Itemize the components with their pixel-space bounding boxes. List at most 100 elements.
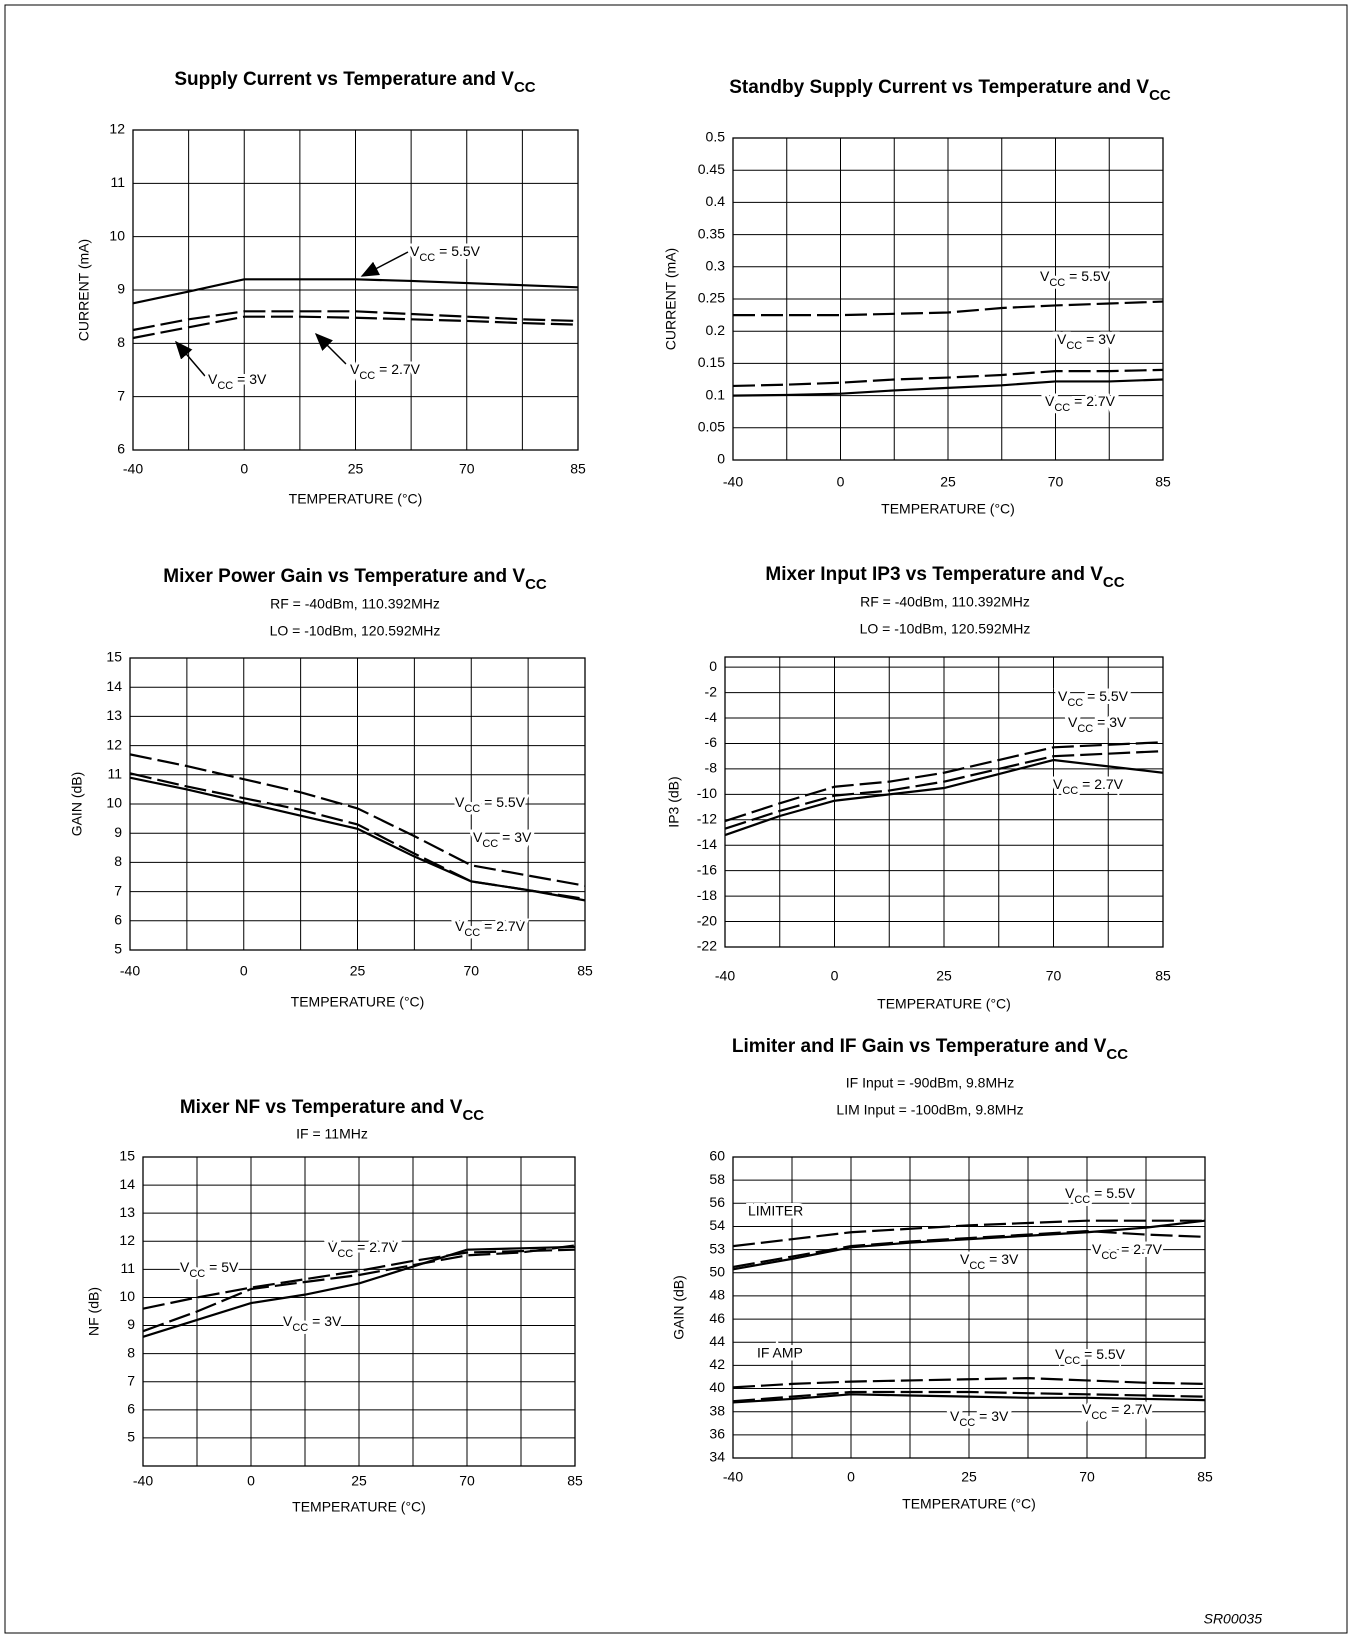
series-label: VCC = 3V bbox=[473, 829, 532, 850]
x-axis-label: TEMPERATURE (°C) bbox=[881, 501, 1015, 517]
y-tick-label: 0.45 bbox=[698, 161, 725, 177]
x-tick-label: 70 bbox=[1048, 474, 1064, 490]
y-tick-label: 11 bbox=[107, 766, 122, 782]
series-line bbox=[142, 1245, 576, 1338]
y-tick-label: -4 bbox=[705, 709, 718, 725]
chart-subtitle: LIM Input = -100dBm, 9.8MHz bbox=[836, 1102, 1023, 1118]
y-tick-label: 42 bbox=[709, 1356, 725, 1372]
y-tick-label: 14 bbox=[119, 1176, 135, 1192]
y-tick-label: 7 bbox=[114, 882, 122, 898]
x-tick-label: -40 bbox=[723, 474, 743, 490]
y-tick-label: -20 bbox=[697, 912, 717, 928]
series-line bbox=[724, 750, 1164, 830]
y-tick-label: 12 bbox=[119, 1232, 135, 1248]
series-label: VCC = 2.7V bbox=[350, 361, 421, 382]
y-tick-label: -18 bbox=[697, 887, 717, 903]
series-label: VCC = 2.7V bbox=[455, 918, 526, 939]
y-axis-label: CURRENT (mA) bbox=[76, 239, 92, 341]
x-tick-label: 85 bbox=[570, 461, 586, 477]
series-label: VCC = 5.5V bbox=[1058, 688, 1129, 709]
y-tick-label: 12 bbox=[106, 736, 122, 752]
series-label: VCC = 3V bbox=[283, 1313, 342, 1334]
y-tick-label: 10 bbox=[109, 227, 125, 243]
y-tick-label: 8 bbox=[127, 1344, 135, 1360]
annotation: LIMITER bbox=[748, 1203, 803, 1219]
y-tick-label: 0.25 bbox=[698, 290, 725, 306]
chart-subtitle: IF = 11MHz bbox=[296, 1126, 368, 1142]
series-line bbox=[732, 1219, 1206, 1271]
x-tick-label: 0 bbox=[847, 1469, 855, 1485]
series-line bbox=[132, 278, 579, 305]
series-line bbox=[129, 776, 586, 902]
chart-title: Limiter and IF Gain vs Temperature and V… bbox=[732, 1036, 1128, 1063]
y-tick-label: 36 bbox=[709, 1426, 725, 1442]
y-tick-label: 7 bbox=[117, 387, 125, 403]
y-tick-label: 0.2 bbox=[706, 322, 726, 338]
x-tick-label: 0 bbox=[247, 1473, 255, 1489]
series-label: VCC = 3V bbox=[1068, 714, 1127, 735]
series-label: VCC = 2.7V bbox=[1053, 776, 1124, 797]
y-tick-label: -2 bbox=[705, 683, 718, 699]
y-tick-label: 0.5 bbox=[706, 129, 726, 145]
y-tick-label: 15 bbox=[119, 1148, 135, 1164]
x-axis-label: TEMPERATURE (°C) bbox=[291, 994, 425, 1010]
y-tick-label: 50 bbox=[709, 1263, 725, 1279]
y-tick-label: 54 bbox=[709, 1217, 725, 1233]
y-tick-label: 6 bbox=[127, 1401, 135, 1417]
y-axis-label: GAIN (dB) bbox=[671, 1275, 687, 1340]
y-tick-label: 9 bbox=[117, 281, 125, 297]
y-tick-label: -22 bbox=[697, 938, 717, 954]
y-tick-label: -14 bbox=[697, 836, 717, 852]
y-axis-label: GAIN (dB) bbox=[69, 772, 85, 837]
y-tick-label: 13 bbox=[106, 707, 122, 723]
y-tick-label: 14 bbox=[106, 678, 122, 694]
x-tick-label: 25 bbox=[348, 461, 364, 477]
y-tick-label: 15 bbox=[106, 649, 122, 665]
series-label: VCC = 5.5V bbox=[455, 794, 526, 815]
y-axis-label: CURRENT (mA) bbox=[663, 248, 679, 350]
y-tick-label: 60 bbox=[709, 1148, 725, 1164]
x-tick-label: 0 bbox=[831, 968, 839, 984]
series-line bbox=[732, 1390, 1206, 1403]
y-tick-label: -8 bbox=[705, 760, 718, 776]
x-tick-label: -40 bbox=[723, 1469, 743, 1485]
x-axis-label: TEMPERATURE (°C) bbox=[289, 491, 423, 507]
series-line bbox=[724, 741, 1164, 823]
chart-subtitle: IF Input = -90dBm, 9.8MHz bbox=[846, 1075, 1014, 1091]
y-tick-label: 40 bbox=[709, 1379, 725, 1395]
y-tick-label: 0.4 bbox=[706, 193, 726, 209]
y-tick-label: 10 bbox=[106, 795, 122, 811]
y-tick-label: -16 bbox=[697, 861, 717, 877]
y-tick-label: 13 bbox=[119, 1204, 135, 1220]
y-tick-label: 0.05 bbox=[698, 419, 725, 435]
y-tick-label: -10 bbox=[697, 785, 717, 801]
y-tick-label: 6 bbox=[114, 912, 122, 928]
y-tick-label: -12 bbox=[697, 811, 717, 827]
x-tick-label: 70 bbox=[463, 963, 479, 979]
x-tick-label: 85 bbox=[1155, 968, 1171, 984]
y-tick-label: 0 bbox=[717, 451, 725, 467]
arrow bbox=[360, 251, 409, 277]
x-tick-label: 25 bbox=[351, 1473, 367, 1489]
series-label: VCC = 2.7V bbox=[1082, 1401, 1153, 1422]
series-line bbox=[732, 368, 1164, 388]
series-line bbox=[732, 1229, 1206, 1269]
chart-subtitle: LO = -10dBm, 120.592MHz bbox=[270, 623, 441, 639]
footer-code: SR00035 bbox=[1204, 1611, 1263, 1627]
y-tick-label: 11 bbox=[120, 1260, 135, 1276]
y-tick-label: 11 bbox=[110, 174, 125, 190]
y-axis-label: NF (dB) bbox=[86, 1287, 102, 1336]
y-tick-label: 0.1 bbox=[706, 386, 726, 402]
series-line bbox=[732, 1219, 1205, 1248]
y-tick-label: 5 bbox=[114, 941, 122, 957]
chart-title: Mixer Input IP3 vs Temperature and VCC bbox=[765, 564, 1124, 591]
y-tick-label: 6 bbox=[117, 441, 125, 457]
series-label: VCC = 2.7V bbox=[1045, 393, 1116, 414]
chart-subtitle: RF = -40dBm, 110.392MHz bbox=[270, 596, 440, 612]
x-tick-label: 25 bbox=[350, 963, 366, 979]
x-tick-label: 25 bbox=[940, 474, 956, 490]
series-line bbox=[732, 378, 1164, 397]
y-tick-label: 0.15 bbox=[698, 354, 725, 370]
series-label: VCC = 5.5V bbox=[1055, 1346, 1126, 1367]
y-tick-label: 44 bbox=[709, 1333, 725, 1349]
